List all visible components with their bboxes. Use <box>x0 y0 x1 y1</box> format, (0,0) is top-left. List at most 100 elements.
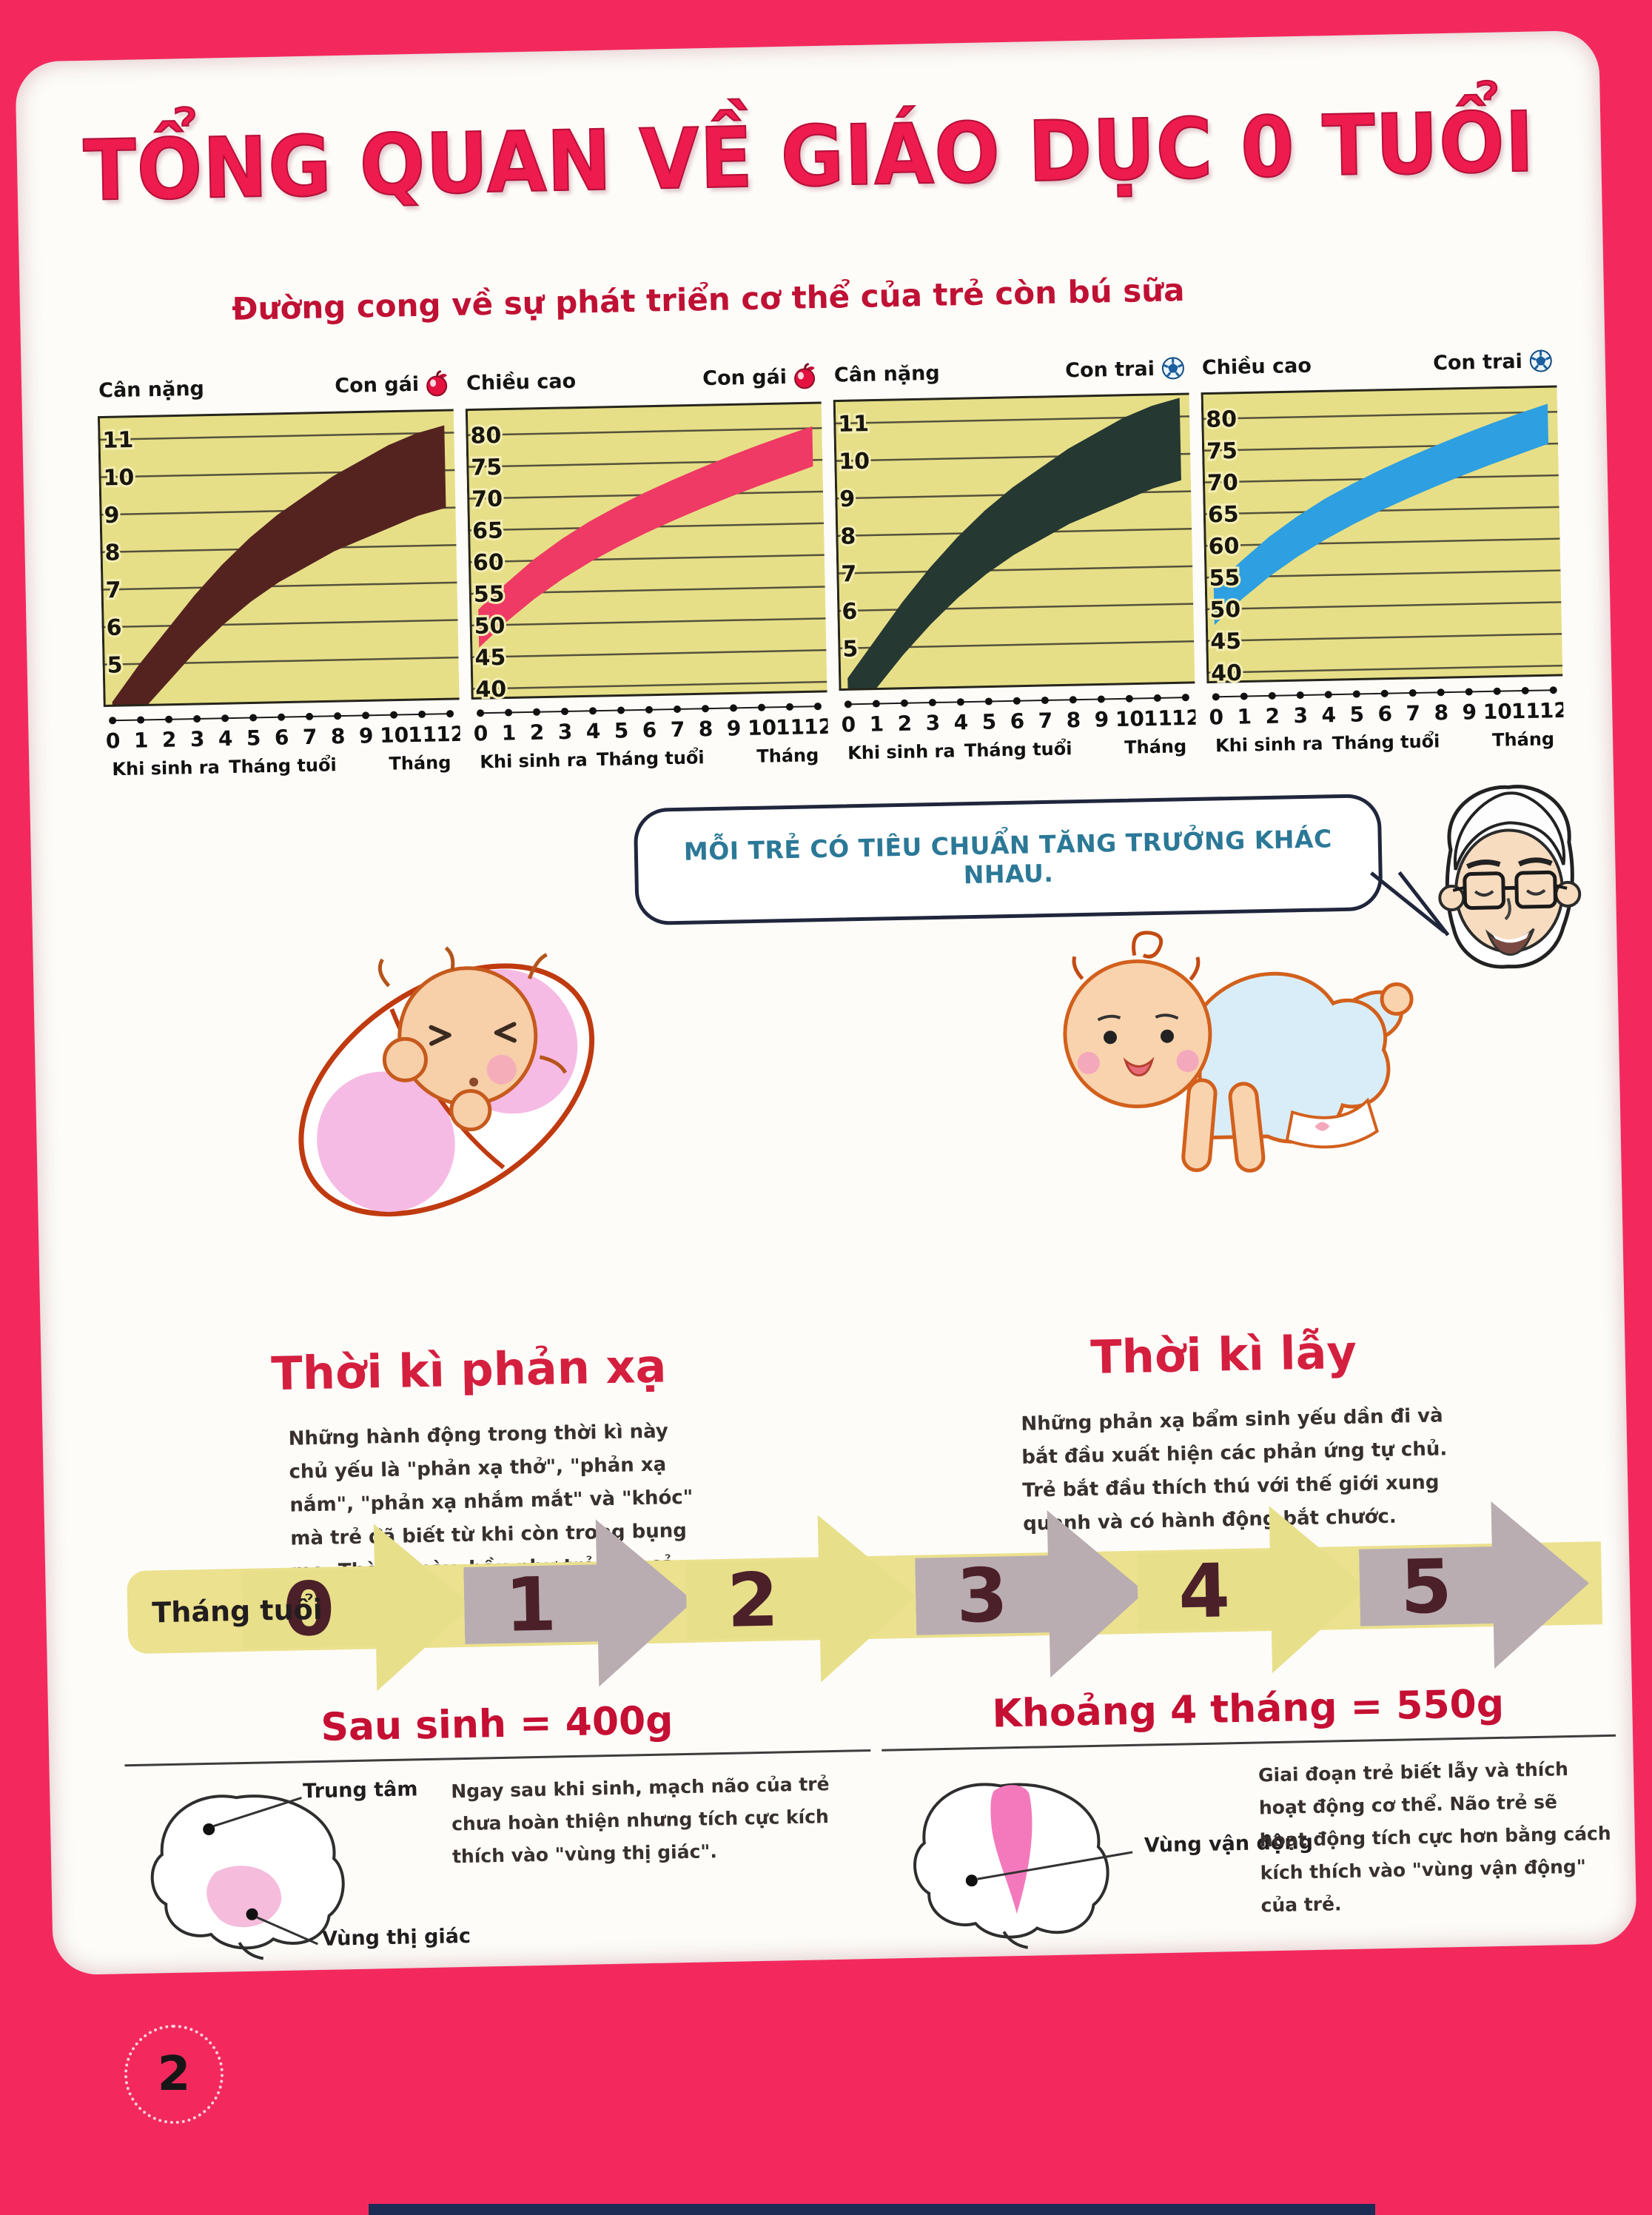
svg-text:0: 0 <box>106 728 121 753</box>
svg-text:1: 1 <box>134 728 149 752</box>
period-title-reflex: Thời kì phản xạ <box>270 1338 667 1401</box>
apple-icon <box>425 370 451 398</box>
svg-text:55: 55 <box>1209 565 1240 592</box>
svg-text:3: 3 <box>925 711 940 735</box>
page-title: TỔNG QUAN VỀ GIÁO DỤC 0 TUỔI <box>82 93 1537 221</box>
svg-text:40: 40 <box>475 677 506 703</box>
svg-text:Tháng: Tháng <box>1492 728 1554 751</box>
milestone-4-months-body: Giai đoạn trẻ biết lẫy và thích hoạt độn… <box>1258 1758 1611 1917</box>
svg-text:6: 6 <box>1010 709 1024 734</box>
svg-text:12: 12 <box>436 722 461 747</box>
svg-text:2: 2 <box>897 711 912 736</box>
chart-group-label: Con trai <box>1432 349 1523 375</box>
svg-text:10: 10 <box>839 449 870 475</box>
timeline-arrow-month-2: 2 <box>685 1513 917 1685</box>
speech-bubble-text: MỖI TRẺ CÓ TIÊU CHUẨN TĂNG TRƯỞNG KHÁC N… <box>683 824 1333 890</box>
svg-text:80: 80 <box>1206 406 1237 433</box>
chart-height-boy: Chiều cao Con trai 40 45 50 55 60 65 70 75 80 0 1 2 3 4… <box>1201 348 1568 765</box>
svg-text:11: 11 <box>838 411 869 438</box>
svg-text:6: 6 <box>842 599 858 625</box>
svg-text:7: 7 <box>670 717 685 742</box>
svg-text:45: 45 <box>1210 629 1241 655</box>
svg-text:Tháng: Tháng <box>756 745 819 767</box>
milestone-newborn-body: Ngay sau khi sinh, mạch não của trẻ chưa… <box>450 1773 830 1868</box>
timeline-month-number: 2 <box>726 1555 780 1644</box>
brain-diagram-visual-area <box>150 1795 345 1960</box>
svg-text:50: 50 <box>1209 597 1240 623</box>
svg-text:9: 9 <box>104 503 120 529</box>
svg-text:0: 0 <box>841 712 856 737</box>
timeline-month-number: 5 <box>1399 1542 1453 1631</box>
crawling-baby-illustration <box>1063 931 1414 1173</box>
svg-text:7: 7 <box>303 725 318 749</box>
svg-text:4: 4 <box>1321 703 1336 727</box>
chart-metric-label: Chiều cao <box>466 369 577 395</box>
period-title-rolling: Thời kì lẫy <box>1089 1324 1357 1384</box>
svg-text:11: 11 <box>102 427 133 454</box>
svg-text:11: 11 <box>408 722 437 747</box>
svg-text:Khi sinh ra: Khi sinh ra <box>112 757 220 780</box>
svg-text:6: 6 <box>275 725 289 749</box>
svg-text:6: 6 <box>642 718 657 743</box>
svg-text:9: 9 <box>359 723 374 748</box>
svg-text:Tháng tuổi: Tháng tuổi <box>1332 729 1440 754</box>
svg-text:75: 75 <box>471 455 502 481</box>
timeline-month-number: 4 <box>1177 1547 1231 1635</box>
svg-text:80: 80 <box>470 423 501 449</box>
milestone-4-months-heading: Khoảng 4 tháng = 550g <box>991 1681 1505 1737</box>
svg-text:5: 5 <box>107 652 123 678</box>
svg-text:7: 7 <box>1038 708 1052 733</box>
svg-text:65: 65 <box>472 517 503 544</box>
svg-text:Tháng tuổi: Tháng tuổi <box>229 753 337 777</box>
svg-text:9: 9 <box>1462 700 1477 724</box>
svg-text:9: 9 <box>726 716 741 740</box>
svg-text:12: 12 <box>804 714 829 740</box>
brain-label-visual-area: Vùng thị giác <box>321 1924 471 1951</box>
chart-metric-label: Cân nặng <box>833 361 940 387</box>
bottom-navy-bar <box>369 2204 1375 2215</box>
svg-text:Khi sinh ra: Khi sinh ra <box>480 749 588 772</box>
svg-text:4: 4 <box>586 719 601 743</box>
page-number-badge: 2 <box>124 2025 224 2124</box>
svg-text:12: 12 <box>1172 706 1197 731</box>
growth-charts-row: Cân nặng Con gái 5 6 7 8 9 10 11 0 1 2 3 4 5 6 7 8 9 10 11 12… <box>97 348 1578 787</box>
chart-group-label: Con trai <box>1064 357 1155 382</box>
svg-text:1: 1 <box>502 720 517 745</box>
svg-text:7: 7 <box>105 577 121 603</box>
brain-label-center: Trung tâm <box>302 1777 418 1803</box>
svg-text:45: 45 <box>474 645 506 671</box>
svg-text:11: 11 <box>1144 706 1173 731</box>
svg-text:3: 3 <box>190 727 205 751</box>
chart-weight-boy: Cân nặng Con trai 5 6 7 8 9 10 11 0 1 2 3 4 5 6 7 8 9 10 11 1… <box>833 355 1201 772</box>
svg-text:8: 8 <box>698 717 713 741</box>
svg-text:2: 2 <box>162 728 177 752</box>
divider <box>882 1734 1616 1752</box>
svg-text:1: 1 <box>1237 704 1252 728</box>
svg-text:10: 10 <box>1115 706 1145 731</box>
svg-text:5: 5 <box>842 636 859 662</box>
svg-text:10: 10 <box>103 465 134 492</box>
chart-metric-label: Chiều cao <box>1201 354 1312 380</box>
timeline-arrow-month-5: 5 <box>1358 1499 1591 1671</box>
timeline-arrow-month-1: 1 <box>463 1518 695 1689</box>
svg-text:2: 2 <box>530 720 545 745</box>
svg-text:6: 6 <box>1377 702 1392 726</box>
timeline-month-number: 3 <box>956 1551 1009 1640</box>
svg-text:8: 8 <box>331 724 346 748</box>
soccer-ball-icon <box>1161 355 1186 381</box>
svg-text:7: 7 <box>1406 701 1420 726</box>
svg-text:70: 70 <box>471 486 503 513</box>
brain-diagram-motor-area <box>913 1783 1133 1949</box>
chart-group-label: Con gái <box>702 365 788 390</box>
svg-text:11: 11 <box>776 715 805 740</box>
svg-text:7: 7 <box>841 561 857 587</box>
timeline-arrow-month-4: 4 <box>1136 1504 1369 1676</box>
svg-text:5: 5 <box>981 709 996 734</box>
svg-text:6: 6 <box>106 615 122 641</box>
svg-text:0: 0 <box>474 721 488 745</box>
soccer-ball-icon <box>1528 348 1554 374</box>
svg-text:5: 5 <box>246 726 261 750</box>
